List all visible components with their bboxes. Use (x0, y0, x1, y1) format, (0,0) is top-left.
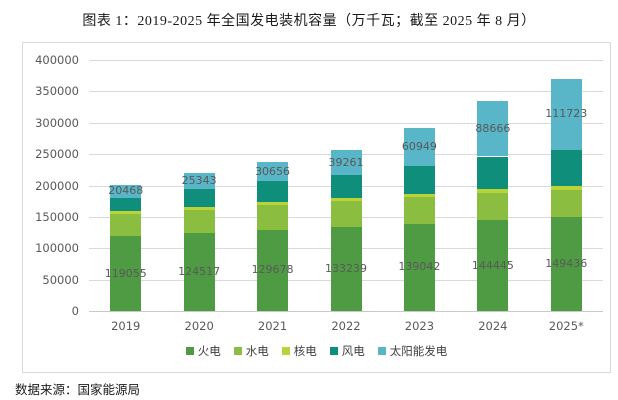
bar-segment-thermal (550, 217, 582, 311)
bar-segment-nuclear (257, 201, 289, 206)
legend-swatch-icon (281, 347, 290, 355)
bar-2024 (477, 60, 509, 311)
bar-segment-thermal (110, 236, 142, 311)
x-axis-tick-label: 2023 (404, 319, 435, 333)
gridline-300000 (89, 122, 603, 124)
y-axis-tick-label: 50000 (42, 272, 79, 287)
data-source-note: 数据来源：国家能源局 (15, 383, 141, 397)
bar-segment-wind (330, 175, 362, 198)
y-axis-tick-label: 400000 (35, 53, 79, 67)
bar-segment-hydro (477, 193, 509, 221)
x-axis-tick-label: 2020 (184, 319, 214, 333)
legend-label: 太阳能发电 (389, 344, 448, 358)
y-axis-tick-label: 100000 (35, 241, 79, 256)
bar-segment-wind (477, 156, 509, 190)
bar-segment-nuclear (330, 197, 362, 202)
bar-2025 (550, 60, 582, 311)
bar-segment-hydro (330, 201, 362, 228)
bar-segment-hydro (403, 197, 435, 224)
legend-item-wind: 风电 (329, 343, 365, 359)
legend-label: 风电 (341, 344, 365, 358)
bar-segment-nuclear (477, 189, 509, 193)
bar-segment-wind (403, 166, 435, 194)
bar-segment-nuclear (110, 210, 142, 214)
y-axis-tick-label: 350000 (35, 84, 79, 99)
bar-2019 (110, 60, 142, 311)
legend-label: 核电 (293, 344, 317, 358)
x-axis-tick-label: 2021 (257, 319, 288, 333)
bar-segment-wind (257, 181, 289, 202)
bar-segment-solar (550, 79, 582, 150)
legend-swatch-icon (329, 347, 338, 355)
bar-2020 (183, 60, 215, 311)
x-axis-tick-label: 2019 (111, 319, 141, 333)
bar-2022 (330, 60, 362, 311)
bar-segment-nuclear (183, 206, 215, 210)
legend-item-thermal: 火电 (185, 343, 221, 359)
y-axis-tick-label: 300000 (35, 115, 79, 130)
bar-segment-thermal (257, 229, 289, 311)
x-axis-tick-label: 2025* (548, 319, 584, 333)
chart-plot-frame: 火电 水电 核电 风电 太阳能发电 0 50000 100000 150000 200000 25… (22, 42, 611, 373)
legend-item-nuclear: 核电 (281, 343, 317, 359)
chart-title: 图表 1：2019-2025 年全国发电装机容量（万千瓦；截至 2025 年 8… (82, 14, 536, 29)
bar-segment-solar (257, 161, 289, 182)
bar-segment-nuclear (550, 185, 582, 190)
chart-legend: 火电 水电 核电 风电 太阳能发电 (23, 343, 610, 359)
y-axis-tick-label: 200000 (35, 178, 79, 193)
legend-label: 水电 (245, 344, 269, 358)
bar-segment-wind (550, 149, 582, 186)
bar-segment-thermal (330, 227, 362, 311)
gridline-350000 (89, 91, 603, 93)
gridline-0 (89, 311, 603, 312)
bar-segment-wind (110, 197, 142, 211)
y-axis-tick-label: 0 (71, 304, 79, 318)
bar-segment-solar (183, 172, 215, 189)
bar-segment-solar (330, 150, 362, 176)
bar-segment-hydro (257, 205, 289, 230)
bar-segment-hydro (110, 213, 142, 237)
bar-segment-wind (183, 188, 215, 207)
gridline-400000 (89, 60, 603, 61)
bar-segment-thermal (477, 220, 509, 311)
y-axis-tick-label: 150000 (35, 209, 79, 224)
legend-swatch-icon (233, 347, 242, 355)
legend-label: 火电 (197, 344, 221, 358)
bar-2023 (403, 60, 435, 311)
bar-2021 (257, 60, 289, 311)
legend-swatch-icon (377, 347, 386, 355)
x-axis-tick-label: 2024 (478, 319, 508, 333)
bar-segment-hydro (550, 189, 582, 218)
legend-item-hydro: 水电 (233, 343, 269, 359)
bar-segment-nuclear (403, 193, 435, 198)
bar-segment-solar (110, 184, 142, 198)
bar-segment-thermal (183, 232, 215, 311)
legend-item-solar: 太阳能发电 (377, 343, 448, 359)
bar-segment-hydro (183, 209, 215, 233)
legend-swatch-icon (185, 347, 194, 355)
bar-segment-solar (403, 127, 435, 167)
y-axis-tick-label: 250000 (35, 147, 79, 162)
bar-segment-thermal (403, 223, 435, 311)
x-axis-tick-label: 2022 (331, 319, 361, 333)
bar-segment-solar (477, 100, 509, 157)
